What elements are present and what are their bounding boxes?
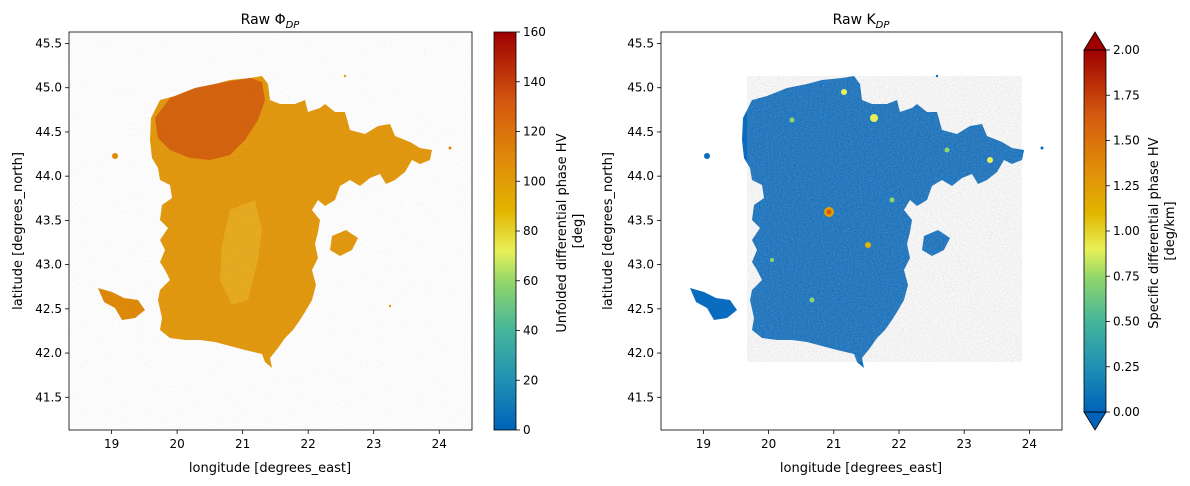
- kdp-xtick-label: 20: [761, 437, 776, 451]
- kdp-field: [690, 74, 1044, 368]
- phidp-xtick-label: 22: [301, 437, 316, 451]
- phidp-colorbar-ticks: 0 20 40 60 80 100 120 140 160: [516, 25, 546, 437]
- phidp-ytick-label: 45.0: [35, 81, 62, 95]
- kdp-axes-frame: [660, 31, 1063, 431]
- kdp-colorbar-tick-label: 0.50: [1113, 315, 1140, 329]
- kdp-colorbar-tick-label: 1.25: [1113, 179, 1140, 193]
- kdp-xtick-label: 19: [696, 437, 711, 451]
- phidp-colorbar-tick-label: 0: [523, 423, 531, 437]
- phidp-speck: [112, 153, 118, 159]
- kdp-speck: [935, 74, 939, 78]
- phidp-ylabel: latitude [degrees_north]: [11, 152, 26, 310]
- kdp-colorbar-label: Specific differential phase HV [deg/km]: [1147, 133, 1178, 328]
- phidp-ytick-label: 42.0: [35, 346, 62, 360]
- phidp-xtick-label: 24: [432, 437, 447, 451]
- kdp-colorbar-label-line2: [deg/km]: [1163, 201, 1178, 260]
- kdp-title: Raw KDP: [833, 12, 891, 31]
- phidp-ytick-label: 44.0: [35, 169, 62, 183]
- kdp-east-lobe: [922, 230, 950, 256]
- kdp-ytick-label: 42.0: [627, 346, 654, 360]
- phidp-title: Raw ΦDP: [241, 12, 301, 31]
- kdp-colorbar-tick-label: 0.25: [1113, 360, 1140, 374]
- phidp-ytick-label: 41.5: [35, 390, 62, 404]
- kdp-colorbar-tick-label: 1.50: [1113, 134, 1140, 148]
- kdp-cell: [987, 157, 993, 163]
- kdp-colorbar-ticks: 0.00 0.25 0.50 0.75 1.00 1.25 1.50 1.75 2.00: [1106, 43, 1140, 419]
- phidp-colorbar-tick-label: 100: [523, 174, 546, 188]
- kdp-colorbar-tick-label: 1.00: [1113, 224, 1140, 238]
- phidp-ytick-label: 43.0: [35, 258, 62, 272]
- phidp-colorbar-tick-label: 80: [523, 224, 538, 238]
- phidp-colorbar-tick-label: 40: [523, 324, 538, 338]
- phidp-ticks: 19 20 21 22 23 24 41.5 42.0 42.5 43.0 43.5 44.0 44.5…: [35, 36, 447, 451]
- phidp-colorbar-tick-label: 160: [523, 25, 546, 39]
- kdp-xlabel: longitude [degrees_east]: [780, 461, 942, 476]
- kdp-ticks: 19 20 21 22 23 24 41.5 42.0 42.5 43.0 43.5 44.0 44.5…: [627, 36, 1037, 451]
- kdp-cell: [944, 147, 950, 153]
- kdp-speck: [704, 153, 710, 159]
- kdp-colorbar-tick-label: 0.75: [1113, 269, 1140, 283]
- phidp-speck: [343, 74, 347, 78]
- phidp-ytick-label: 44.5: [35, 125, 62, 139]
- kdp-ytick-label: 44.5: [627, 125, 654, 139]
- kdp-ytick-label: 43.0: [627, 258, 654, 272]
- kdp-west-blob: [690, 288, 737, 320]
- kdp-panel: Raw KDP: [601, 12, 1178, 476]
- kdp-ytick-label: 45.0: [627, 81, 654, 95]
- kdp-cell: [870, 114, 878, 122]
- phidp-speck: [448, 146, 452, 150]
- phidp-colorbar-tick-label: 140: [523, 75, 546, 89]
- phidp-colorbar-tick-label: 20: [523, 373, 538, 387]
- kdp-colorbar-tick-label: 1.75: [1113, 88, 1140, 102]
- phidp-xtick-label: 20: [169, 437, 184, 451]
- kdp-ytick-label: 44.0: [627, 169, 654, 183]
- phidp-colorbar-label-line1: Unfolded differential phase HV: [555, 133, 570, 332]
- phidp-ytick-label: 43.5: [35, 213, 62, 227]
- kdp-colorbar-tick-label: 2.00: [1113, 43, 1140, 57]
- kdp-texture: [747, 76, 1022, 362]
- kdp-speck: [1040, 146, 1044, 150]
- phidp-xlabel: longitude [degrees_east]: [189, 461, 351, 476]
- phidp-ytick-label: 42.5: [35, 302, 62, 316]
- kdp-xtick-label: 23: [957, 437, 972, 451]
- kdp-ytick-label: 42.5: [627, 302, 654, 316]
- phidp-xtick-label: 23: [366, 437, 381, 451]
- phidp-colorbar-label-line2: [deg]: [571, 214, 586, 249]
- kdp-colorbar-extend-bottom: [1083, 411, 1107, 431]
- phidp-field: [69, 32, 472, 430]
- kdp-cell: [770, 258, 774, 262]
- kdp-ytick-label: 41.5: [627, 390, 654, 404]
- kdp-ytick-label: 45.5: [627, 36, 654, 50]
- kdp-ylabel: latitude [degrees_north]: [601, 152, 616, 310]
- phidp-colorbar: [493, 31, 517, 431]
- phidp-panel: Raw ΦDP 19 20 21 22 23 24 41.5 42.0 42.5 43.0 43.5…: [11, 12, 586, 476]
- phidp-xtick-label: 21: [235, 437, 250, 451]
- phidp-colorbar-tick-label: 120: [523, 125, 546, 139]
- phidp-texture: [69, 32, 472, 430]
- kdp-colorbar-tick-label: 0.00: [1113, 405, 1140, 419]
- phidp-speck: [388, 304, 392, 308]
- phidp-colorbar-label: Unfolded differential phase HV [deg]: [555, 129, 586, 332]
- kdp-xtick-label: 24: [1022, 437, 1037, 451]
- phidp-axes-frame: [68, 31, 473, 431]
- kdp-ytick-label: 43.5: [627, 213, 654, 227]
- phidp-colorbar-tick-label: 60: [523, 274, 538, 288]
- phidp-ytick-label: 45.5: [35, 36, 62, 50]
- kdp-colorbar-extend-top: [1083, 31, 1107, 51]
- kdp-cell: [865, 242, 871, 248]
- kdp-cell: [809, 297, 815, 303]
- kdp-xtick-label: 21: [826, 437, 841, 451]
- kdp-cell: [889, 197, 895, 203]
- kdp-colorbar: [1083, 49, 1107, 413]
- kdp-cell: [789, 117, 795, 123]
- kdp-xtick-label: 22: [891, 437, 906, 451]
- kdp-cell: [841, 89, 847, 95]
- kdp-cell: [826, 209, 832, 215]
- kdp-colorbar-label-line1: Specific differential phase HV: [1147, 137, 1162, 328]
- phidp-xtick-label: 19: [104, 437, 119, 451]
